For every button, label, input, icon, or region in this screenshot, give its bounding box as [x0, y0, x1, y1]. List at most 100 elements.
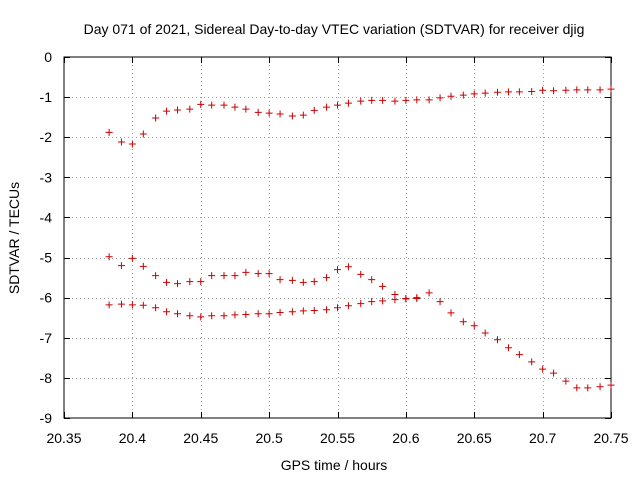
y-tick-labels: 0 -1 -2 -3 -4 -5 -6 -7 -8 -9	[40, 49, 53, 426]
series-bottom	[105, 294, 421, 321]
data-point	[402, 295, 410, 303]
data-point	[493, 88, 501, 96]
y-tick-label: -1	[40, 89, 53, 105]
data-point	[197, 313, 205, 321]
data-point	[334, 266, 341, 274]
series-middle	[105, 253, 615, 392]
data-point	[334, 304, 341, 312]
data-point	[105, 253, 113, 261]
x-tick-labels: 20.35 20.4 20.45 20.5 20.55 20.6 20.65 20.7 20.7…	[46, 430, 628, 446]
data-point	[504, 344, 512, 352]
data-point	[231, 272, 239, 280]
data-point	[334, 101, 341, 109]
data-point	[481, 329, 489, 337]
data-point	[323, 306, 331, 314]
data-point	[528, 358, 536, 366]
data-point	[425, 96, 433, 104]
data-point	[117, 138, 125, 146]
x-tick-label: 20.6	[392, 430, 419, 446]
y-tick-label: -5	[40, 250, 53, 266]
data-point	[299, 278, 307, 286]
data-point	[447, 309, 455, 317]
data-point	[276, 110, 284, 118]
y-axis-label: SDTVAR / TECUs	[6, 182, 22, 294]
x-tick-label: 20.45	[183, 430, 218, 446]
axis-ticks	[64, 57, 612, 419]
data-point	[163, 308, 171, 316]
data-point	[573, 384, 581, 392]
data-point	[481, 89, 489, 97]
data-point	[265, 109, 273, 117]
data-point	[186, 278, 194, 286]
data-point	[254, 108, 262, 116]
data-point	[152, 272, 160, 280]
data-markers	[105, 85, 615, 392]
data-point	[299, 111, 307, 119]
data-point	[265, 270, 273, 278]
data-point	[174, 280, 182, 288]
data-point	[515, 88, 523, 96]
data-point	[139, 130, 147, 138]
data-point	[379, 96, 387, 104]
y-tick-label: -3	[40, 169, 53, 185]
data-point	[128, 254, 136, 262]
data-point	[323, 274, 331, 282]
data-point	[288, 276, 296, 284]
data-point	[357, 97, 365, 105]
data-point	[186, 312, 194, 320]
data-point	[596, 86, 604, 94]
data-point	[117, 262, 125, 270]
x-tick-label: 20.7	[529, 430, 556, 446]
data-point	[310, 106, 318, 114]
data-point	[573, 86, 581, 94]
data-point	[139, 262, 147, 270]
data-point	[562, 377, 570, 385]
data-point	[344, 302, 352, 310]
y-tick-label: -4	[40, 209, 53, 225]
x-tick-label: 20.55	[320, 430, 355, 446]
data-point	[254, 310, 262, 318]
data-point	[208, 312, 216, 320]
data-point	[220, 312, 228, 320]
data-point	[310, 278, 318, 286]
data-point	[550, 87, 558, 95]
data-point	[152, 304, 160, 312]
y-tick-label: -9	[40, 410, 53, 426]
data-point	[128, 301, 136, 309]
y-tick-label: -2	[40, 129, 53, 145]
data-point	[402, 96, 410, 104]
data-point	[288, 308, 296, 316]
data-point	[231, 311, 239, 319]
data-point	[323, 103, 331, 111]
data-point	[493, 336, 501, 344]
data-point	[413, 96, 421, 104]
data-point	[504, 88, 512, 96]
data-point	[197, 100, 205, 108]
data-point	[515, 351, 523, 359]
data-point	[562, 86, 570, 94]
x-tick-label: 20.75	[593, 430, 628, 446]
data-point	[197, 278, 205, 286]
x-tick-label: 20.4	[119, 430, 146, 446]
data-point	[254, 270, 262, 278]
data-point	[265, 310, 273, 318]
data-point	[539, 365, 547, 373]
data-point	[436, 298, 444, 306]
x-tick-label: 20.65	[457, 430, 492, 446]
data-point	[174, 310, 182, 318]
data-point	[447, 92, 455, 100]
data-point	[276, 309, 284, 317]
data-point	[344, 99, 352, 107]
y-tick-label: -6	[40, 290, 53, 306]
data-point	[391, 296, 399, 304]
data-point	[550, 369, 558, 377]
data-point	[163, 107, 171, 115]
chart-title: Day 071 of 2021, Sidereal Day-to-day VTE…	[84, 21, 585, 37]
data-point	[539, 86, 547, 94]
data-point	[310, 307, 318, 315]
plot-frame	[63, 56, 612, 419]
data-point	[379, 282, 387, 290]
data-point	[368, 96, 376, 104]
series-top	[105, 85, 615, 148]
data-point	[357, 270, 365, 278]
